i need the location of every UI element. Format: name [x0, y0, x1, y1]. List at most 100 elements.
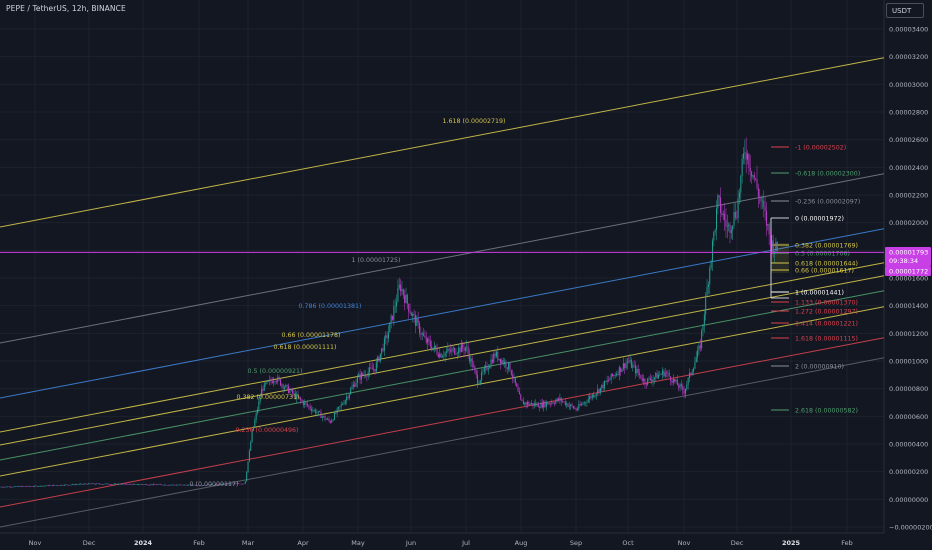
candle-body: [579, 404, 581, 406]
candle-body: [300, 397, 302, 401]
candle-body: [724, 213, 726, 221]
candle-body: [736, 217, 738, 219]
candle-body: [649, 377, 651, 380]
candle-body: [116, 483, 118, 485]
fib-level-label: -0.236 (0.00002097): [795, 199, 860, 206]
candle-body: [143, 484, 145, 485]
candle-body: [302, 401, 304, 405]
candle-body: [78, 483, 80, 485]
price-axis[interactable]: 0.00003400 0.00003200 0.00003000 0.00002800…: [889, 26, 932, 532]
y-tick-label: 0.00002400: [889, 164, 928, 172]
candle-body: [416, 318, 418, 326]
candle-body: [599, 387, 601, 393]
candle-body: [342, 404, 344, 405]
candle-body: [197, 485, 199, 486]
candle-body: [532, 403, 534, 406]
candle-body: [23, 486, 25, 487]
candle-body: [738, 192, 740, 199]
candle-body: [267, 381, 269, 382]
candle-body: [448, 348, 450, 351]
candle-body: [14, 486, 15, 488]
candle-body: [309, 406, 311, 409]
x-tick-label: Feb: [193, 539, 205, 547]
candle-body: [49, 485, 51, 487]
candle-body: [626, 361, 628, 364]
fib-level-label: 2 (0.00000910): [795, 364, 844, 371]
candle-body: [517, 386, 519, 392]
candle-body: [375, 362, 377, 372]
candle-body: [728, 224, 730, 226]
candle-body: [491, 359, 493, 363]
candle-body: [147, 484, 149, 486]
candle-body: [259, 397, 261, 402]
candle-body: [338, 406, 339, 409]
candle-body: [741, 158, 743, 176]
candle-body: [635, 365, 636, 374]
channel-0.236: [0, 337, 885, 508]
fib-level-label: -0.618 (0.00002300): [795, 171, 860, 178]
candle-body: [244, 481, 246, 484]
candle-body: [725, 220, 727, 227]
candle-body: [254, 419, 256, 427]
candle-body: [196, 485, 198, 486]
candle-body: [767, 224, 769, 226]
current-price-value: 0.00001793: [889, 249, 928, 257]
candle-body: [348, 394, 350, 398]
candle-body: [43, 485, 45, 487]
symbol-title[interactable]: PEPE / TetherUS, 12h, BINANCE: [6, 4, 126, 13]
candle-body: [710, 260, 712, 269]
candle-body: [346, 396, 348, 401]
candle-body: [563, 401, 565, 402]
y-tick-label: −0.00000200: [889, 524, 932, 532]
candle-body: [537, 403, 539, 408]
candle-body: [319, 411, 321, 412]
candle-body: [333, 412, 335, 420]
x-tick-label: Oct: [622, 539, 634, 547]
candle-body: [132, 484, 134, 485]
channel-0.382: [0, 306, 885, 477]
x-tick-label: Nov: [678, 539, 691, 547]
candle-body: [717, 195, 719, 209]
candle-body: [9, 486, 11, 488]
candle-body: [331, 420, 333, 423]
candle-body: [227, 483, 229, 485]
candle-body: [3, 487, 5, 488]
candle-body: [446, 351, 447, 353]
channel-level-label: 0.618 (0.00001111): [274, 344, 337, 351]
candle-body: [217, 484, 219, 485]
candle-body: [297, 394, 299, 398]
candle-body: [641, 378, 643, 381]
candle-body: [477, 374, 479, 385]
candle-body: [598, 389, 600, 393]
candle-body: [747, 153, 749, 160]
y-tick-label: 0.00000800: [889, 385, 928, 393]
candle-body: [211, 484, 213, 485]
candle-body: [247, 461, 249, 472]
candle-body: [541, 402, 543, 408]
candle-body: [81, 483, 83, 485]
candle-body: [512, 374, 514, 378]
time-axis[interactable]: Nov Dec 2024 Feb Mar Apr May Jun Jul Aug Sep Oct Nov…: [29, 539, 853, 547]
candle-body: [548, 403, 550, 405]
candle-body: [593, 394, 595, 397]
candle-body: [729, 224, 731, 233]
currency-button[interactable]: USDT: [886, 3, 924, 18]
candle-body: [668, 372, 670, 377]
candle-body: [312, 410, 314, 411]
candle-body: [215, 484, 217, 486]
y-tick-label: 0.00002800: [889, 109, 928, 117]
candle-body: [111, 484, 113, 485]
candle-body: [204, 485, 206, 486]
candle-body: [533, 403, 535, 406]
candle-body: [714, 229, 716, 233]
candle-body: [616, 373, 618, 376]
candle-body: [544, 401, 546, 407]
candle-body: [50, 485, 52, 486]
candle-body: [621, 368, 623, 372]
candle-body: [610, 373, 612, 380]
candle-body: [190, 484, 192, 486]
candle-body: [525, 402, 527, 405]
candle-body: [524, 402, 526, 405]
candle-body: [72, 484, 74, 485]
